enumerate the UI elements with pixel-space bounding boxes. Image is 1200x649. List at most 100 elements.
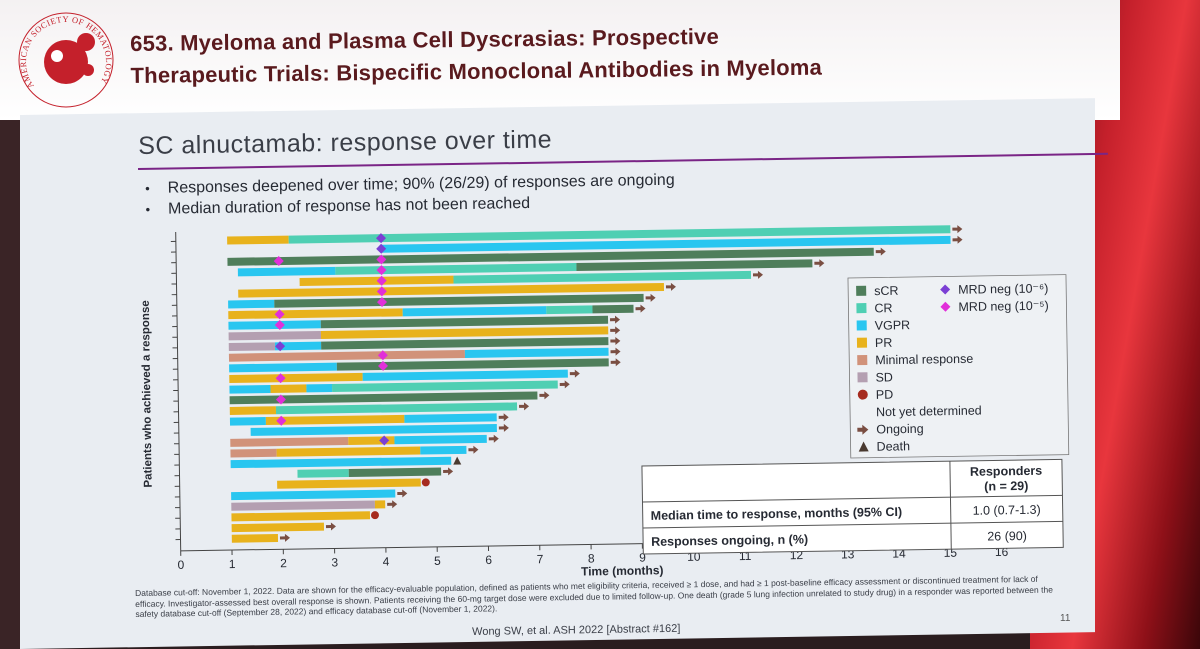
ongoing-arrow <box>635 304 646 313</box>
ongoing-arrow <box>610 347 621 356</box>
ongoing-arrow <box>387 500 398 509</box>
bar-segment-vgpr <box>229 417 266 426</box>
ongoing-arrow <box>610 326 621 335</box>
bar-segment-vgpr <box>237 266 336 277</box>
x-tick-label: 6 <box>485 553 492 567</box>
x-tick-label: 1 <box>229 557 236 571</box>
ongoing-arrow <box>539 391 550 400</box>
bar-segment-scr <box>227 247 874 266</box>
mrd-diamond <box>275 394 286 405</box>
legend-box <box>847 274 1070 459</box>
legend-label: PD <box>876 388 894 402</box>
table-divider-h <box>642 520 1063 529</box>
x-tick-label: 0 <box>177 558 184 572</box>
legend-swatch-vgpr <box>856 320 867 331</box>
bar-segment-cr <box>546 305 593 315</box>
bar-segment-vgpr <box>230 456 452 469</box>
mrd-diamond <box>376 286 387 297</box>
legend-label: Death <box>877 439 911 454</box>
ongoing-arrow <box>665 282 676 291</box>
y-axis-line <box>175 232 182 551</box>
bar-segment-pr <box>265 414 405 426</box>
bar-segment-mr <box>230 437 349 447</box>
bar-segment-scr <box>348 467 442 477</box>
bar-segment-pr <box>231 533 279 543</box>
ongoing-arrow <box>279 533 290 542</box>
summary-table: Responders(n = 29) Median time to respons… <box>641 458 1064 555</box>
legend-swatch-cr <box>856 303 867 314</box>
legend-label: PR <box>875 336 893 350</box>
ongoing-arrow <box>610 358 621 367</box>
legend-death-icon <box>858 441 869 452</box>
legend-arrow-icon <box>857 424 869 435</box>
x-tick-label: 3 <box>331 555 338 569</box>
bar-segment-vgpr <box>404 413 497 423</box>
mrd-diamond <box>376 265 387 276</box>
bar-segment-pr <box>227 235 289 245</box>
bar-segment-vgpr <box>420 445 467 455</box>
logo-circle-white <box>51 50 63 62</box>
bar-segment-pr <box>276 446 421 457</box>
mrd-diamond <box>378 360 389 371</box>
bar-segment-pr <box>299 275 454 287</box>
bar-segment-mr <box>230 448 277 458</box>
mrd-diamond <box>275 373 286 384</box>
bar-segment-vgpr <box>229 384 271 394</box>
ash-logo: AMERICAN SOCIETY OF HEMATOLOGY <box>18 12 114 108</box>
mrd-diamond <box>376 243 387 254</box>
legend-swatch-pr <box>856 337 868 348</box>
y-axis-label: Patients who achieved a response <box>140 300 155 487</box>
bar-segment-scr <box>592 304 634 314</box>
bar-segment-scr <box>336 358 609 371</box>
bar-segment-vgpr <box>394 434 487 445</box>
bar-segment-vgpr <box>231 489 396 501</box>
ongoing-arrow <box>519 402 530 411</box>
mrd-diamond <box>274 309 285 320</box>
bar-segment-pr <box>229 372 363 383</box>
table-row-label: Median time to response, months (95% CI) <box>651 505 903 523</box>
bar-segment-cr <box>453 270 752 284</box>
x-tick-label: 9 <box>639 551 646 565</box>
bar-segment-vgpr <box>250 424 497 436</box>
legend-swatch-sd <box>857 372 868 383</box>
bar-segment-scr <box>274 293 644 308</box>
bar-segment-scr <box>576 259 813 272</box>
table-border <box>641 458 1064 555</box>
x-tick-label: 4 <box>383 555 390 569</box>
bar-segment-scr <box>320 315 609 329</box>
mrd-diamond <box>276 415 287 426</box>
ongoing-arrow <box>610 315 621 324</box>
table-divider-h <box>642 494 1063 503</box>
bar-segment-vgpr <box>381 235 951 253</box>
table-row-value: 26 (90) <box>987 529 1027 544</box>
bar-segment-cr <box>297 468 349 478</box>
ongoing-arrow <box>952 225 963 234</box>
bar-segment-cr <box>275 402 518 415</box>
legend-swatch-scr <box>856 285 867 296</box>
mrd-diamond <box>377 297 388 308</box>
legend-mrd-label: MRD neg (10⁻⁶) <box>958 281 1048 296</box>
logo-circle-small <box>82 64 94 76</box>
x-tick-label: 8 <box>588 551 595 565</box>
bar-segment-pr <box>229 406 277 415</box>
legend: sCR CR VGPR PR Minimal response SD PD Not yet d… <box>847 274 1070 459</box>
ongoing-arrow <box>569 369 580 378</box>
bar-segment-vgpr <box>229 362 337 373</box>
bar-segment-scr <box>321 337 609 350</box>
bar-segment-pr <box>320 326 609 339</box>
ongoing-arrow <box>875 247 886 256</box>
table-header: (n = 29) <box>984 479 1028 494</box>
legend-label: CR <box>874 301 892 315</box>
bar-segment-sd <box>228 342 276 352</box>
bar-segment-vgpr <box>362 369 568 381</box>
x-tick-label: 7 <box>537 552 544 566</box>
x-tick-label: 2 <box>280 556 287 570</box>
mrd-diamond <box>274 319 285 330</box>
table-row-label: Responses ongoing, n (%) <box>651 532 808 548</box>
mrd-diamond <box>377 350 388 361</box>
bar-segment-vgpr <box>464 347 609 358</box>
ongoing-arrow <box>814 259 825 268</box>
ongoing-arrow <box>645 293 656 302</box>
ongoing-arrow <box>610 336 621 345</box>
